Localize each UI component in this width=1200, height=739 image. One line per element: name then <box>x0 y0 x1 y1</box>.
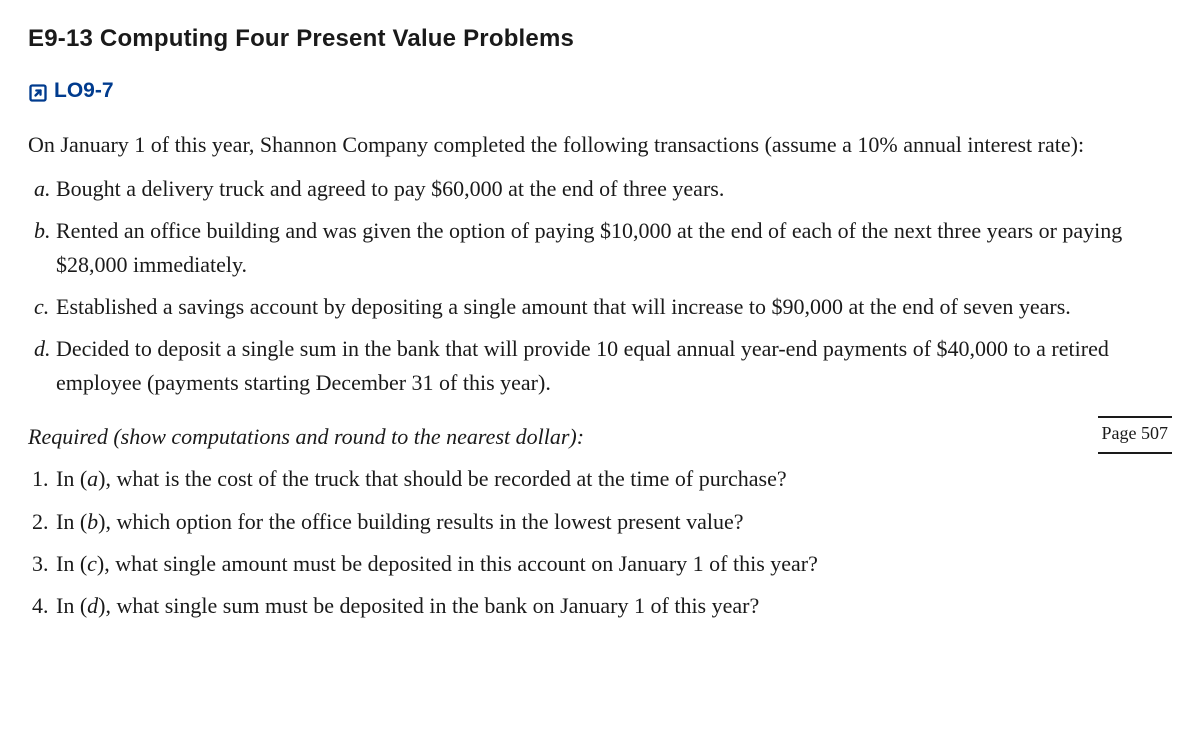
list-item: 1.In (a), what is the cost of the truck … <box>28 462 1172 496</box>
required-label: Required (show computations and round to… <box>28 420 1172 454</box>
list-item: a.Bought a delivery truck and agreed to … <box>28 172 1172 206</box>
item-marker: c. <box>34 290 56 324</box>
item-text: In (c), what single amount must be depos… <box>56 551 818 576</box>
item-text: Bought a delivery truck and agreed to pa… <box>56 176 724 201</box>
item-text: Rented an office building and was given … <box>56 218 1122 277</box>
list-item: d.Decided to deposit a single sum in the… <box>28 332 1172 400</box>
required-block: Page 507 Required (show computations and… <box>28 420 1172 622</box>
intro-text: On January 1 of this year, Shannon Compa… <box>28 128 1172 162</box>
item-marker: d. <box>34 332 56 366</box>
item-text: In (d), what single sum must be deposite… <box>56 593 759 618</box>
item-marker: b. <box>34 214 56 248</box>
list-item: 2.In (b), which option for the office bu… <box>28 505 1172 539</box>
item-marker: 1. <box>32 462 56 496</box>
external-link-icon <box>28 81 48 101</box>
item-marker: a. <box>34 172 56 206</box>
item-marker: 3. <box>32 547 56 581</box>
required-list: 1.In (a), what is the cost of the truck … <box>28 462 1172 622</box>
page-number-badge: Page 507 <box>1098 416 1173 454</box>
item-marker: 4. <box>32 589 56 623</box>
item-text: In (b), which option for the office buil… <box>56 509 744 534</box>
list-item: 4.In (d), what single sum must be deposi… <box>28 589 1172 623</box>
exercise-title: E9-13 Computing Four Present Value Probl… <box>28 20 1172 57</box>
lo-label: LO9-7 <box>54 75 114 108</box>
list-item: b.Rented an office building and was give… <box>28 214 1172 282</box>
lo-link[interactable]: LO9-7 <box>28 75 114 108</box>
list-item: 3.In (c), what single amount must be dep… <box>28 547 1172 581</box>
item-text: In (a), what is the cost of the truck th… <box>56 466 787 491</box>
transactions-list: a.Bought a delivery truck and agreed to … <box>28 172 1172 401</box>
item-text: Established a savings account by deposit… <box>56 294 1071 319</box>
item-marker: 2. <box>32 505 56 539</box>
list-item: c.Established a savings account by depos… <box>28 290 1172 324</box>
item-text: Decided to deposit a single sum in the b… <box>56 336 1109 395</box>
